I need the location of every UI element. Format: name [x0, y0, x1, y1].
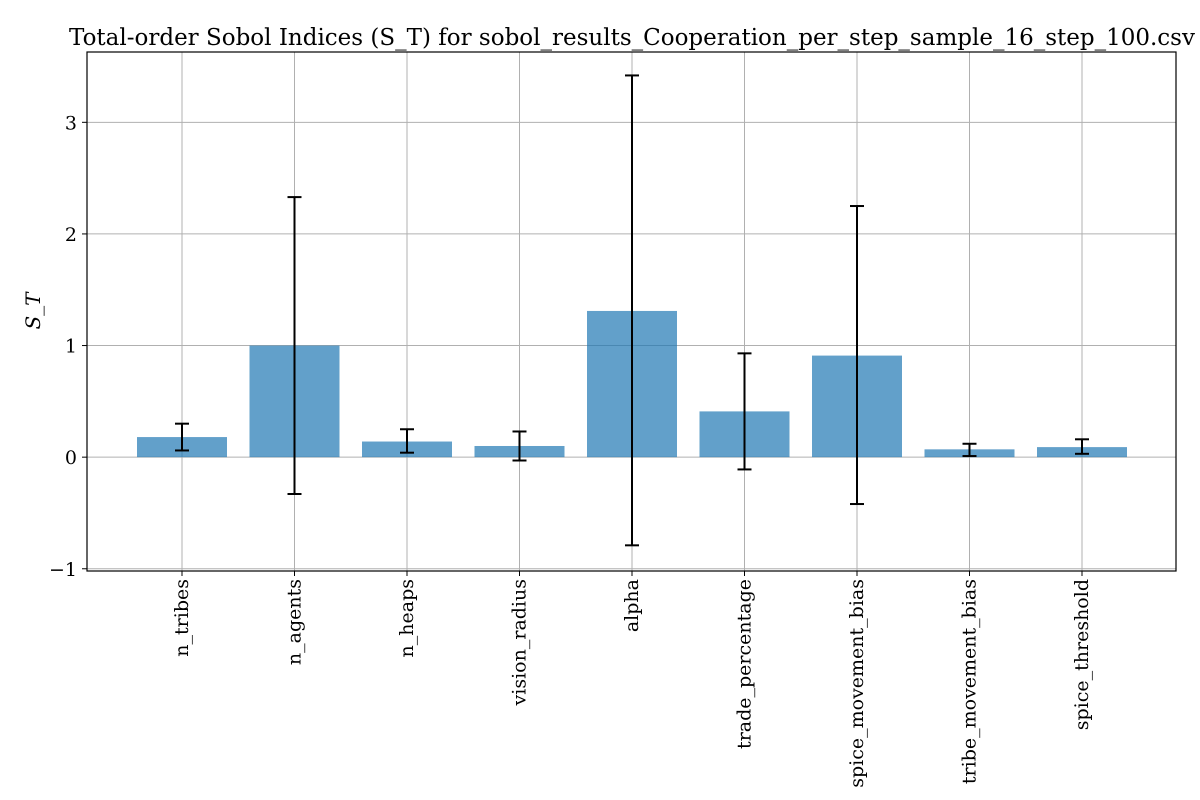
- error-bar-tribe_movement_bias: [962, 442, 977, 458]
- x-tick-label: n_agents: [284, 579, 306, 665]
- x-tick-label: alpha: [621, 579, 643, 632]
- y-tick-label: 3: [65, 112, 77, 134]
- x-tick-label: tribe_movement_bias: [959, 579, 981, 784]
- error-bar-spice_threshold: [1075, 438, 1089, 455]
- chart-title: Total-order Sobol Indices (S_T) for sobo…: [69, 25, 1195, 51]
- y-tick-label: 1: [65, 336, 77, 358]
- error-bar-n_tribes: [175, 422, 189, 452]
- x-tick-label: n_heaps: [396, 579, 418, 657]
- error-bar-trade_percentage: [737, 352, 752, 471]
- x-tick-label: n_tribes: [171, 579, 193, 657]
- error-bar-n_heaps: [400, 428, 414, 454]
- x-tick-label: trade_percentage: [734, 579, 756, 749]
- y-tick-label: −1: [49, 559, 77, 581]
- error-bar-alpha: [625, 74, 639, 547]
- y-tick-label: 0: [65, 447, 77, 469]
- x-tick-label: vision_radius: [509, 579, 531, 706]
- error-bar-vision_radius: [512, 430, 527, 462]
- x-tick-label: spice_movement_bias: [846, 579, 868, 788]
- y-tick-label: 2: [65, 224, 77, 246]
- y-axis-label: S_T: [21, 291, 45, 330]
- error-bar-n_agents: [287, 196, 302, 495]
- error-bars: [175, 74, 1089, 547]
- x-tick-label: spice_threshold: [1071, 579, 1093, 730]
- axis-ticks: −1 0 1 2 3 n_tribes n_agents n_heaps vision_radi…: [49, 112, 1093, 787]
- error-bar-spice_movement_bias: [850, 205, 864, 506]
